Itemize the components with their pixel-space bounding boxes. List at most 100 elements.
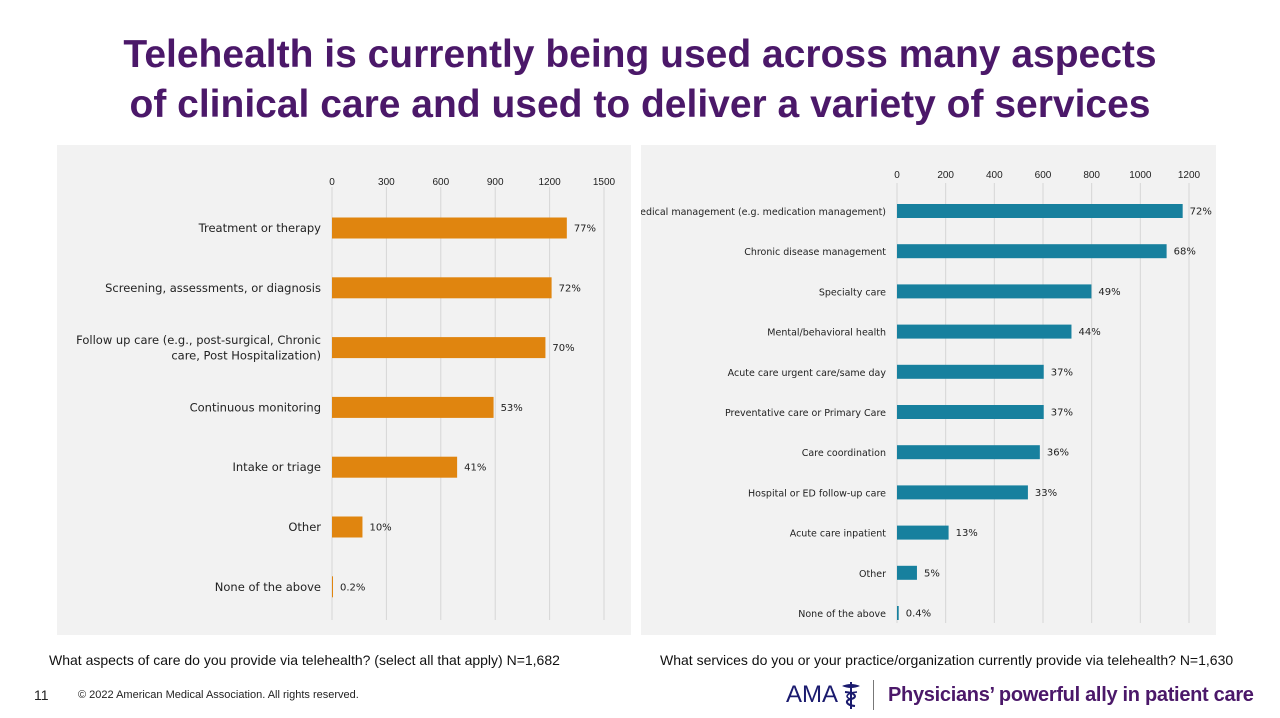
ama-logo: AMA Physicians’ powerful ally in patient… xyxy=(786,678,1254,712)
x-tick-label: 0 xyxy=(329,177,335,188)
bar xyxy=(332,516,363,538)
category-label: Acute care urgent care/same day xyxy=(728,368,887,379)
category-label: None of the above xyxy=(215,580,321,594)
bar xyxy=(897,244,1167,259)
data-label: 0.2% xyxy=(340,582,365,593)
data-label: 37% xyxy=(1051,408,1073,419)
data-label: 33% xyxy=(1035,488,1057,499)
x-tick-label: 400 xyxy=(986,170,1003,181)
bar xyxy=(897,284,1092,299)
category-label: Preventative care or Primary Care xyxy=(725,408,886,419)
x-tick-label: 1200 xyxy=(1178,170,1201,181)
category-label-line: Hospital or ED follow-up care xyxy=(748,488,886,499)
chart-services: 0 200 400 600 800 1000 1200 72% Medical manageme… xyxy=(641,145,1216,635)
bar xyxy=(897,606,899,620)
category-label: Medical management (e.g. medication mana… xyxy=(641,207,886,218)
question-left: What aspects of care do you provide via … xyxy=(49,652,560,668)
category-label-line: None of the above xyxy=(798,609,886,620)
category-label: Specialty care xyxy=(819,287,886,298)
x-tick-label: 800 xyxy=(1083,170,1100,181)
category-label-line: Continuous monitoring xyxy=(190,400,321,414)
bar xyxy=(897,204,1183,218)
category-label-line: Follow up care (e.g., post-surgical, Chr… xyxy=(76,333,321,347)
category-label-line: Preventative care or Primary Care xyxy=(725,408,886,419)
bar xyxy=(897,445,1040,460)
logo-divider xyxy=(873,680,875,710)
category-label: Screening, assessments, or diagnosis xyxy=(105,281,321,295)
data-label: 44% xyxy=(1078,327,1100,338)
bar xyxy=(332,337,546,359)
x-tick-label: 200 xyxy=(937,170,954,181)
chart-care-aspects-svg: 0 300 600 900 1200 1500 77% Treatment or therap… xyxy=(76,177,616,620)
category-label: Other xyxy=(288,520,321,534)
data-label: 0.4% xyxy=(906,609,931,620)
data-label: 10% xyxy=(369,523,391,534)
category-label-line: Acute care inpatient xyxy=(790,529,887,540)
page-number: 11 xyxy=(34,687,49,703)
bar xyxy=(332,576,333,598)
category-label: Mental/behavioral health xyxy=(767,328,886,339)
category-label-line: Other xyxy=(859,569,886,580)
logo-wordmark: AMA xyxy=(786,681,839,708)
data-label: 77% xyxy=(574,224,596,235)
data-label: 72% xyxy=(559,283,581,294)
x-tick-label: 1000 xyxy=(1129,170,1152,181)
category-label-line: Screening, assessments, or diagnosis xyxy=(105,281,321,295)
category-label-line: Acute care urgent care/same day xyxy=(728,368,887,379)
caduceus-icon xyxy=(842,682,861,709)
question-right: What services do you or your practice/or… xyxy=(660,652,1234,668)
bar xyxy=(897,565,917,580)
data-label: 68% xyxy=(1174,247,1196,258)
data-label: 13% xyxy=(956,528,978,539)
category-label-line: Specialty care xyxy=(819,287,886,298)
x-tick-label: 900 xyxy=(487,177,504,188)
title-line-1: Telehealth is currently being used acros… xyxy=(123,33,1157,76)
copyright: © 2022 American Medical Association. All… xyxy=(78,689,359,701)
bar xyxy=(897,485,1028,500)
x-tick-label: 0 xyxy=(894,170,900,181)
data-label: 37% xyxy=(1051,367,1073,378)
category-label: Intake or triage xyxy=(233,460,322,474)
x-tick-label: 300 xyxy=(378,177,395,188)
category-label: None of the above xyxy=(798,609,886,620)
logo-tagline: Physicians’ powerful ally in patient car… xyxy=(888,683,1254,706)
category-label-line: None of the above xyxy=(215,580,321,594)
bar xyxy=(897,525,949,540)
category-label: Treatment or therapy xyxy=(198,221,322,235)
bar xyxy=(897,324,1072,339)
bar xyxy=(332,277,552,299)
data-label: 53% xyxy=(501,403,523,414)
category-label: Follow up care (e.g., post-surgical, Chr… xyxy=(76,333,321,363)
category-label: Hospital or ED follow-up care xyxy=(748,488,886,499)
data-label: 72% xyxy=(1190,207,1212,218)
data-label: 49% xyxy=(1098,287,1120,298)
category-label-line: Medical management (e.g. medication mana… xyxy=(641,207,886,218)
slide-title: Telehealth is currently being used acros… xyxy=(0,30,1280,130)
category-label: Chronic disease management xyxy=(744,247,886,258)
bar xyxy=(897,364,1044,379)
x-tick-label: 1500 xyxy=(593,177,616,188)
data-label: 41% xyxy=(464,463,486,474)
category-label: Other xyxy=(859,569,886,580)
x-tick-label: 1200 xyxy=(538,177,561,188)
bar xyxy=(897,405,1044,419)
chart-care-aspects: 0 300 600 900 1200 1500 77% Treatment or therap… xyxy=(57,145,631,635)
data-label: 70% xyxy=(552,343,574,354)
bar xyxy=(332,396,494,418)
category-label: Care coordination xyxy=(802,448,886,459)
x-tick-label: 600 xyxy=(1035,170,1052,181)
category-label-line: Other xyxy=(288,520,321,534)
chart-services-svg: 0 200 400 600 800 1000 1200 72% Medical manageme… xyxy=(641,170,1212,623)
category-label-line: care, Post Hospitalization) xyxy=(171,348,321,362)
data-label: 36% xyxy=(1047,448,1069,459)
bar xyxy=(332,217,567,239)
category-label-line: Intake or triage xyxy=(233,460,322,474)
category-label-line: Treatment or therapy xyxy=(198,221,322,235)
x-tick-label: 600 xyxy=(432,177,449,188)
data-label: 5% xyxy=(924,568,940,579)
title-line-2: of clinical care and used to deliver a v… xyxy=(129,83,1151,126)
bar xyxy=(332,456,458,478)
category-label-line: Mental/behavioral health xyxy=(767,328,886,339)
category-label: Continuous monitoring xyxy=(190,400,321,414)
category-label-line: Chronic disease management xyxy=(744,247,886,258)
